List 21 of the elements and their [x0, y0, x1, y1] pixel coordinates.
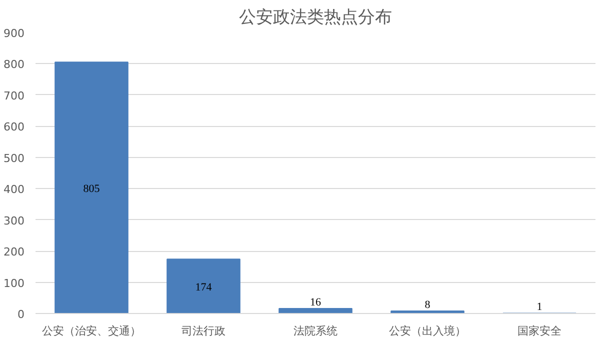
y-tick-label: 500 — [4, 152, 25, 165]
y-tick-label: 700 — [4, 89, 25, 102]
x-tick-label: 公安（出入境） — [389, 324, 466, 338]
data-label: 174 — [195, 281, 212, 294]
y-tick-label: 200 — [4, 246, 25, 259]
y-tick-label: 300 — [4, 214, 25, 228]
chart-title: 公安政法类热点分布 — [239, 8, 392, 28]
y-tick-label: 900 — [4, 27, 25, 40]
y-tick-label: 0 — [18, 308, 24, 321]
y-tick-label: 600 — [4, 120, 25, 134]
x-tick-label: 法院系统 — [294, 324, 338, 338]
y-tick-label: 800 — [4, 58, 25, 72]
y-tick-label: 100 — [4, 276, 25, 290]
data-label: 805 — [83, 182, 100, 195]
data-label: 16 — [310, 296, 322, 309]
x-tick-label: 公安（治安、交通） — [42, 324, 141, 338]
y-tick-label: 400 — [4, 183, 25, 196]
data-label: 8 — [424, 299, 431, 311]
data-label: 1 — [536, 301, 542, 314]
x-tick-label: 司法行政 — [182, 324, 226, 338]
x-tick-label: 国家安全 — [518, 324, 562, 338]
